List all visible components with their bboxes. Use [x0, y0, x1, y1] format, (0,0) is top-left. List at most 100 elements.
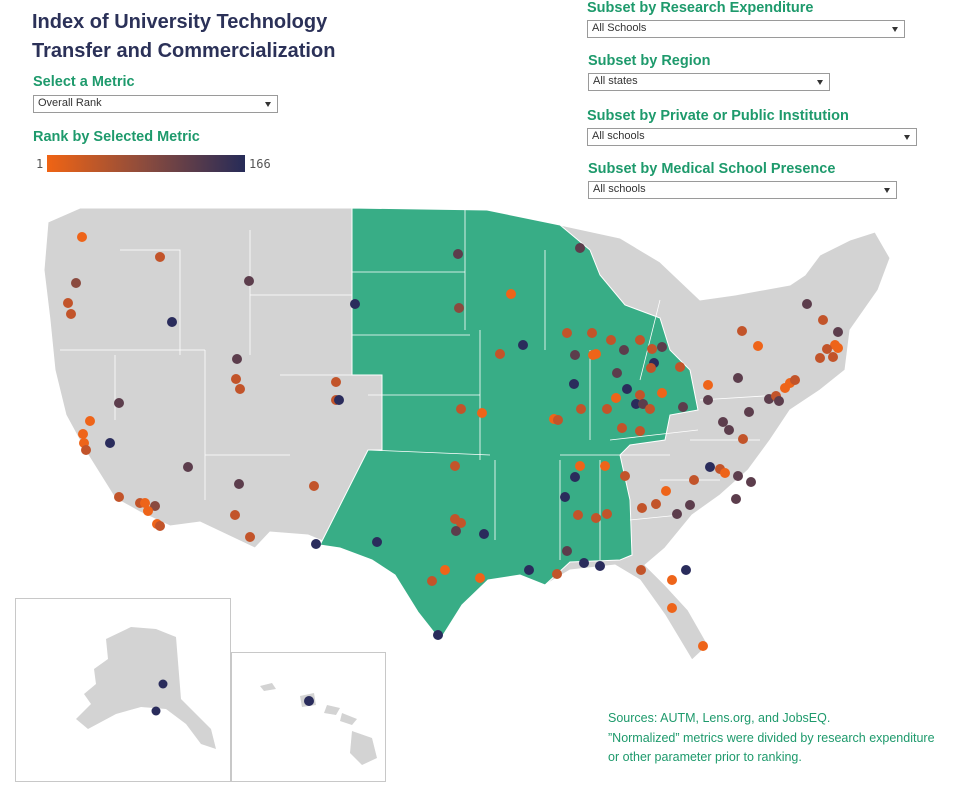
- university-dot[interactable]: [570, 472, 580, 482]
- university-dot[interactable]: [562, 328, 572, 338]
- university-dot[interactable]: [645, 404, 655, 414]
- university-dot[interactable]: [667, 603, 677, 613]
- university-dot[interactable]: [657, 342, 667, 352]
- university-dot[interactable]: [427, 576, 437, 586]
- university-dot[interactable]: [331, 377, 341, 387]
- university-dot[interactable]: [63, 298, 73, 308]
- university-dot[interactable]: [456, 404, 466, 414]
- university-dot[interactable]: [143, 506, 153, 516]
- university-dot[interactable]: [569, 379, 579, 389]
- university-dot[interactable]: [617, 423, 627, 433]
- university-dot[interactable]: [647, 344, 657, 354]
- university-dot[interactable]: [245, 532, 255, 542]
- university-dot[interactable]: [733, 373, 743, 383]
- university-dot[interactable]: [234, 479, 244, 489]
- university-dot[interactable]: [573, 510, 583, 520]
- university-dot[interactable]: [612, 368, 622, 378]
- university-dot[interactable]: [637, 503, 647, 513]
- university-dot[interactable]: [372, 537, 382, 547]
- university-dot[interactable]: [720, 468, 730, 478]
- university-dot[interactable]: [733, 471, 743, 481]
- university-dot[interactable]: [85, 416, 95, 426]
- university-dot[interactable]: [591, 349, 601, 359]
- university-dot[interactable]: [311, 539, 321, 549]
- university-dot[interactable]: [232, 354, 242, 364]
- university-dot[interactable]: [244, 276, 254, 286]
- university-dot[interactable]: [334, 395, 344, 405]
- university-dot[interactable]: [575, 461, 585, 471]
- university-dot[interactable]: [235, 384, 245, 394]
- university-dot[interactable]: [595, 561, 605, 571]
- university-dot[interactable]: [685, 500, 695, 510]
- university-dot[interactable]: [622, 384, 632, 394]
- university-dot[interactable]: [724, 425, 734, 435]
- university-dot[interactable]: [703, 395, 713, 405]
- university-dot[interactable]: [576, 404, 586, 414]
- university-dot[interactable]: [790, 375, 800, 385]
- filter-region-select[interactable]: All states: [588, 73, 830, 91]
- university-dot[interactable]: [562, 546, 572, 556]
- university-dot[interactable]: [602, 509, 612, 519]
- filter-institution-select[interactable]: All schools: [587, 128, 917, 146]
- university-dot[interactable]: [454, 303, 464, 313]
- university-dot[interactable]: [231, 374, 241, 384]
- university-dot[interactable]: [611, 393, 621, 403]
- university-dot[interactable]: [78, 429, 88, 439]
- university-dot[interactable]: [450, 461, 460, 471]
- university-dot[interactable]: [737, 326, 747, 336]
- university-dot[interactable]: [731, 494, 741, 504]
- university-dot[interactable]: [646, 363, 656, 373]
- university-dot[interactable]: [591, 513, 601, 523]
- university-dot[interactable]: [155, 252, 165, 262]
- university-dot[interactable]: [815, 353, 825, 363]
- university-dot[interactable]: [433, 630, 443, 640]
- university-dot[interactable]: [453, 249, 463, 259]
- university-dot[interactable]: [553, 415, 563, 425]
- university-dot[interactable]: [738, 434, 748, 444]
- university-dot[interactable]: [638, 399, 648, 409]
- university-dot[interactable]: [635, 390, 645, 400]
- university-dot[interactable]: [703, 380, 713, 390]
- filter-medical-select[interactable]: All schools: [588, 181, 897, 199]
- filter-research-select[interactable]: All Schools: [587, 20, 905, 38]
- university-dot[interactable]: [718, 417, 728, 427]
- university-dot[interactable]: [828, 352, 838, 362]
- university-dot[interactable]: [552, 569, 562, 579]
- university-dot[interactable]: [506, 289, 516, 299]
- university-dot[interactable]: [619, 345, 629, 355]
- metric-select[interactable]: Overall Rank: [33, 95, 278, 113]
- university-dot[interactable]: [495, 349, 505, 359]
- university-dot[interactable]: [631, 399, 641, 409]
- university-dot[interactable]: [451, 526, 461, 536]
- university-dot[interactable]: [698, 641, 708, 651]
- university-dot[interactable]: [518, 340, 528, 350]
- university-dot[interactable]: [77, 232, 87, 242]
- university-dot[interactable]: [456, 518, 466, 528]
- university-dot[interactable]: [774, 396, 784, 406]
- university-dot[interactable]: [744, 407, 754, 417]
- university-dot[interactable]: [705, 462, 715, 472]
- university-dot[interactable]: [155, 521, 165, 531]
- university-dot[interactable]: [167, 317, 177, 327]
- university-dot[interactable]: [66, 309, 76, 319]
- us-map[interactable]: [0, 195, 971, 665]
- university-dot[interactable]: [105, 438, 115, 448]
- university-dot[interactable]: [672, 509, 682, 519]
- university-dot[interactable]: [309, 481, 319, 491]
- university-dot[interactable]: [477, 408, 487, 418]
- university-dot[interactable]: [600, 461, 610, 471]
- university-dot[interactable]: [681, 565, 691, 575]
- university-dot[interactable]: [833, 327, 843, 337]
- university-dot[interactable]: [570, 350, 580, 360]
- university-dot[interactable]: [230, 510, 240, 520]
- university-dot[interactable]: [150, 501, 160, 511]
- university-dot[interactable]: [479, 529, 489, 539]
- university-dot[interactable]: [802, 299, 812, 309]
- university-dot[interactable]: [560, 492, 570, 502]
- university-dot[interactable]: [140, 498, 150, 508]
- university-dot[interactable]: [81, 445, 91, 455]
- university-dot[interactable]: [183, 462, 193, 472]
- university-dot[interactable]: [689, 475, 699, 485]
- university-dot[interactable]: [678, 402, 688, 412]
- university-dot[interactable]: [657, 388, 667, 398]
